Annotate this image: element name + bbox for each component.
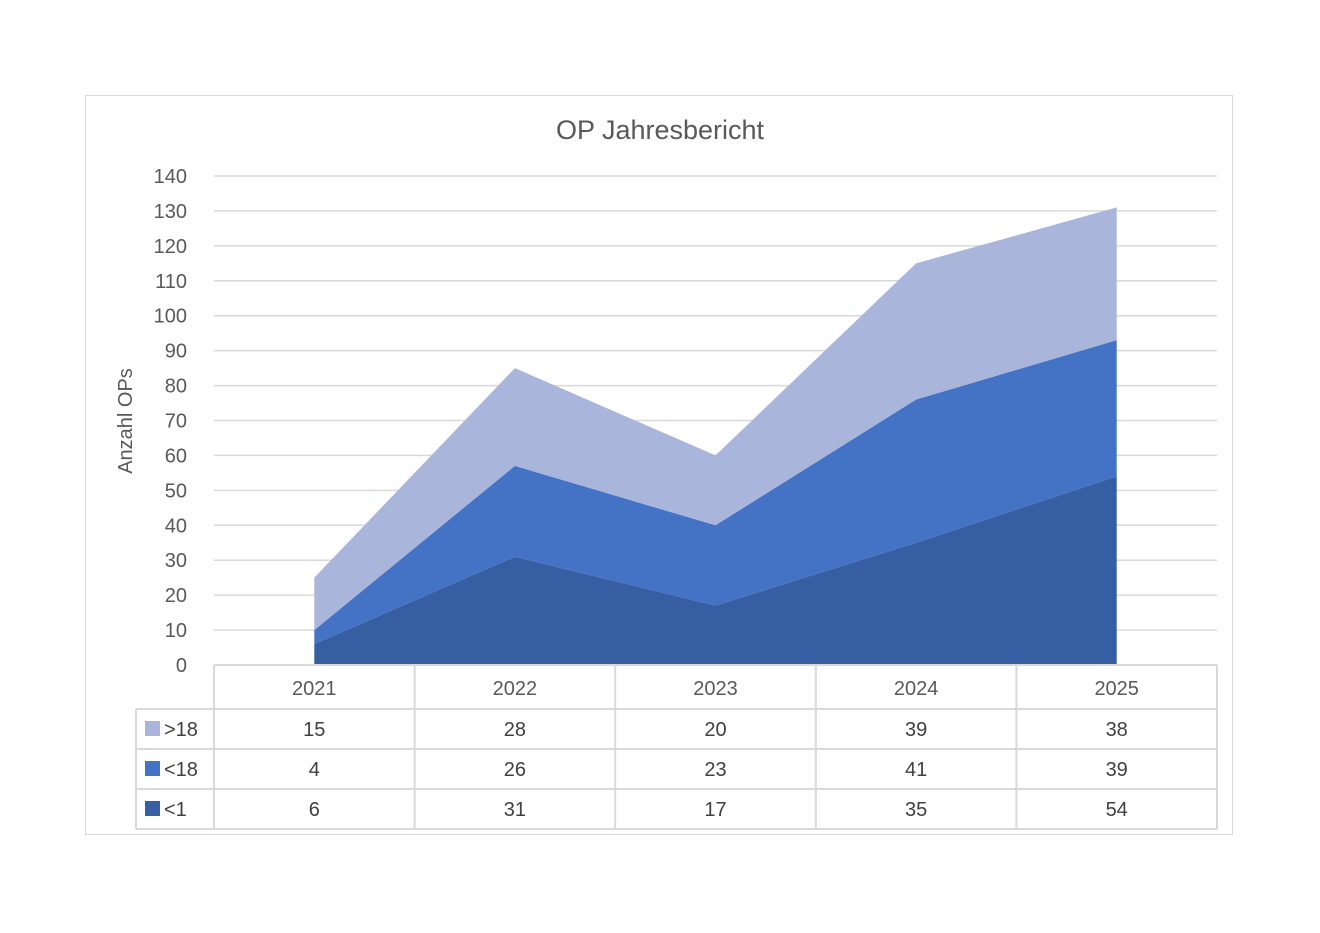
table-cell: 6	[309, 799, 320, 821]
x-category-label: 2022	[493, 678, 538, 700]
table-cell: 28	[504, 719, 526, 741]
x-category-label: 2021	[292, 678, 337, 700]
y-tick-label: 100	[154, 306, 187, 328]
y-tick-label: 50	[165, 480, 187, 502]
legend-swatch-icon	[145, 801, 160, 816]
table-cell: 41	[905, 759, 927, 781]
y-tick-label: 110	[155, 271, 187, 293]
y-tick-label: 60	[165, 445, 187, 467]
legend-label: >18	[164, 719, 198, 741]
legend-label: <1	[164, 799, 187, 821]
table-cell: 31	[504, 799, 526, 821]
y-tick-label: 70	[165, 411, 187, 433]
area-series-lt1	[314, 476, 1117, 665]
y-tick-label: 120	[154, 236, 187, 258]
y-tick-label: 90	[165, 341, 187, 363]
y-tick-label: 30	[165, 550, 187, 572]
legend-label: <18	[164, 759, 198, 781]
x-category-label: 2023	[693, 678, 738, 700]
y-tick-label: 40	[165, 515, 187, 537]
table-cell: 4	[309, 759, 320, 781]
table-cell: 26	[504, 759, 526, 781]
y-axis-label: Anzahl OPs	[115, 368, 137, 474]
y-tick-label: 10	[165, 620, 187, 642]
y-tick-label: 0	[176, 655, 187, 677]
area-series-gt18	[314, 207, 1117, 631]
table-cell: 54	[1106, 799, 1128, 821]
table-cell: 15	[303, 719, 325, 741]
stacked-areas	[314, 207, 1117, 665]
y-tick-label: 140	[154, 166, 187, 188]
y-tick-label: 130	[154, 201, 187, 223]
y-tick-label: 20	[165, 585, 187, 607]
table-cell: 17	[704, 799, 726, 821]
y-tick-label: 80	[165, 376, 187, 398]
area-series-lt18	[314, 340, 1117, 645]
legend-swatch-icon	[145, 721, 160, 736]
table-cell: 38	[1106, 719, 1128, 741]
table-cell: 39	[1106, 759, 1128, 781]
chart-frame: 0 10 20 30 40 50 60 70 80 90 100 110 120 130 140 OP Ja…	[85, 95, 1233, 835]
y-axis-ticks: 0 10 20 30 40 50 60 70 80 90 100 110 120 130 140	[154, 166, 187, 677]
chart-canvas: 0 10 20 30 40 50 60 70 80 90 100 110 120 130 140 OP Ja…	[115, 115, 1218, 830]
table-cell: 23	[704, 759, 726, 781]
table-cell: 20	[704, 719, 726, 741]
x-category-label: 2024	[894, 678, 939, 700]
data-table: 2021 2022 2023 2024 2025 >18 15 28 20 39 38 <18 4 26 2…	[135, 664, 1218, 830]
legend-swatch-icon	[145, 761, 160, 776]
table-cell: 35	[905, 799, 927, 821]
table-cell: 39	[905, 719, 927, 741]
chart-title: OP Jahresbericht	[556, 115, 765, 145]
x-category-label: 2025	[1094, 678, 1139, 700]
